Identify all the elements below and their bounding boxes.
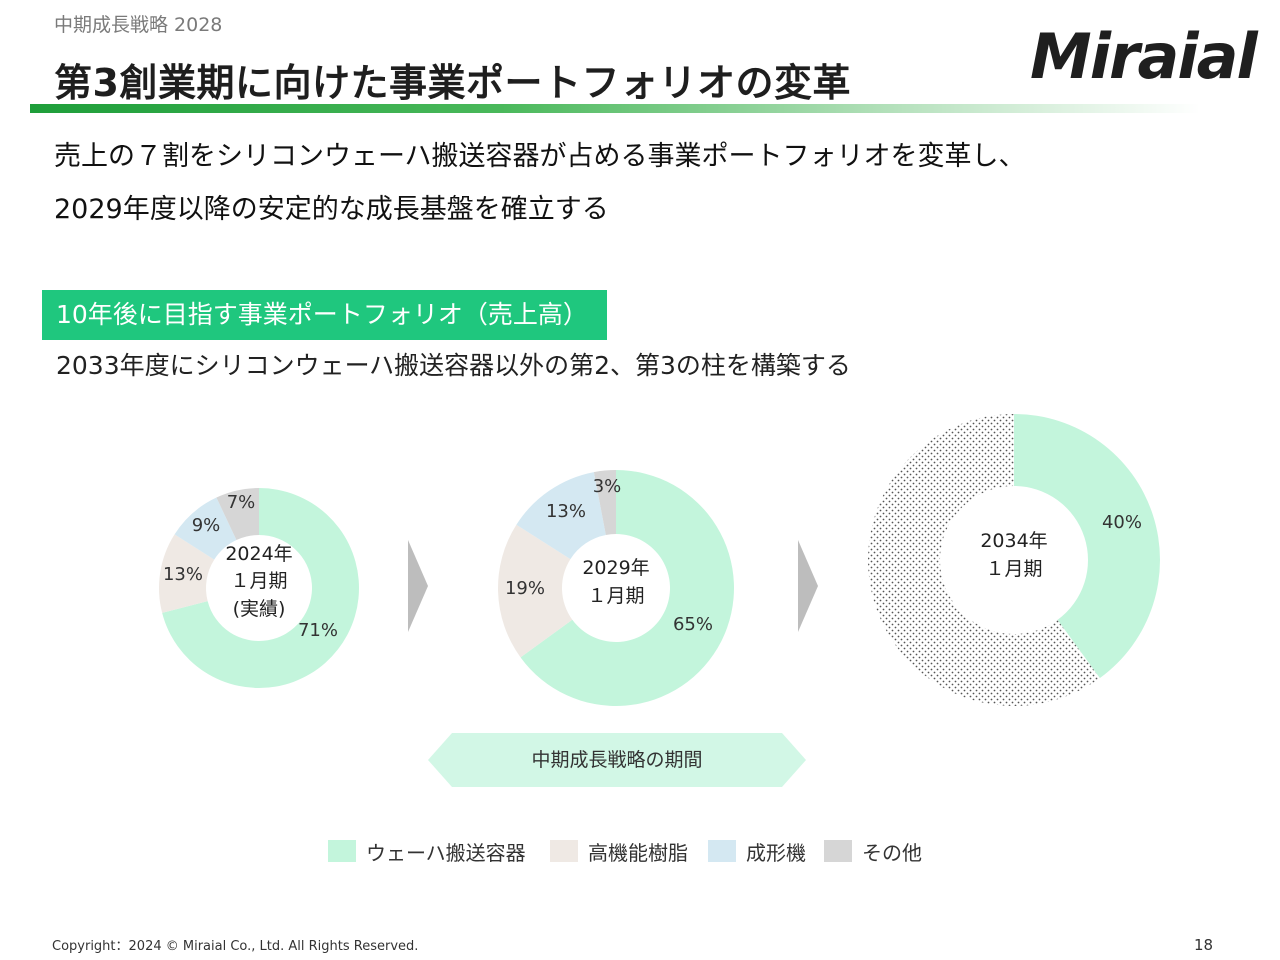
donut-slice [498, 524, 573, 658]
data-label: 7% [227, 492, 256, 513]
data-label: 13% [163, 564, 203, 585]
donut-chart-2034: 40% 2034年 １月期 [868, 414, 1160, 706]
footer-copyright: Copyright：2024 © Miraial Co., Ltd. All R… [52, 939, 419, 954]
donut-slice [159, 534, 215, 613]
data-label: 65% [673, 614, 713, 635]
center-label: (実績) [233, 598, 286, 620]
center-label: 2034年 [980, 530, 1047, 552]
donut-slice [216, 488, 259, 541]
legend-swatch [328, 840, 356, 862]
legend-swatch [824, 840, 852, 862]
page-number: 18 [1194, 936, 1214, 954]
lead-text-line-1: 売上の７割をシリコンウェーハ搬送容器が占める事業ポートフォリオを変革し、 [54, 141, 1026, 172]
legend-item-wafer: ウェーハ搬送容器 [328, 838, 526, 865]
period-arrow [428, 733, 806, 787]
company-logo: Miraial [1030, 20, 1258, 93]
center-label: 2024年 [225, 543, 292, 565]
data-label: 3% [593, 476, 622, 497]
legend-item-resin: 高機能樹脂 [550, 838, 688, 865]
data-label: 9% [192, 515, 221, 536]
legend-swatch [708, 840, 736, 862]
next-arrow-2 [798, 540, 818, 632]
legend-item-other: その他 [824, 838, 922, 865]
data-label: 40% [1102, 512, 1142, 533]
donut-slice [520, 470, 734, 706]
legend-label: ウェーハ搬送容器 [366, 840, 526, 865]
portfolio-charts: 71% 13% 9% 7% 2024年 １月期 (実績) 65% 19% 13% 3% 2029年 １… [159, 414, 1160, 787]
data-label: 71% [298, 620, 338, 641]
page-title: 第3創業期に向けた事業ポートフォリオの変革 [54, 61, 851, 105]
next-arrow-1 [408, 540, 428, 632]
legend-label: 高機能樹脂 [588, 840, 688, 865]
legend-label: その他 [862, 840, 922, 865]
legend-label: 成形機 [746, 840, 806, 865]
legend-swatch [550, 840, 578, 862]
section-header: 10年後に目指す事業ポートフォリオ（売上高） [42, 290, 607, 340]
period-label: 中期成長戦略の期間 [531, 749, 702, 771]
donut-slice [162, 488, 359, 688]
center-label: １月期 [230, 570, 287, 592]
donut-chart-2029: 65% 19% 13% 3% 2029年 １月期 [498, 470, 734, 706]
donut-slice [516, 472, 606, 560]
donut-slice [593, 470, 616, 535]
section-subtitle: 2033年度にシリコンウェーハ搬送容器以外の第2、第3の柱を構築する [56, 351, 851, 380]
donut-chart-2024: 71% 13% 9% 7% 2024年 １月期 (実績) [159, 488, 359, 688]
center-label: １月期 [587, 585, 644, 607]
data-label: 13% [546, 501, 586, 522]
donut-slice [1014, 414, 1160, 679]
title-underline [30, 104, 1200, 113]
center-label: 2029年 [582, 557, 649, 579]
legend-item-molding: 成形機 [708, 838, 806, 865]
report-subtitle: 中期成長戦略 2028 [54, 14, 223, 36]
lead-text-line-2: 2029年度以降の安定的な成長基盤を確立する [54, 194, 609, 225]
data-label: 19% [505, 578, 545, 599]
donut-slice [174, 497, 237, 560]
center-label: １月期 [985, 558, 1042, 580]
donut-slice [868, 414, 1100, 706]
